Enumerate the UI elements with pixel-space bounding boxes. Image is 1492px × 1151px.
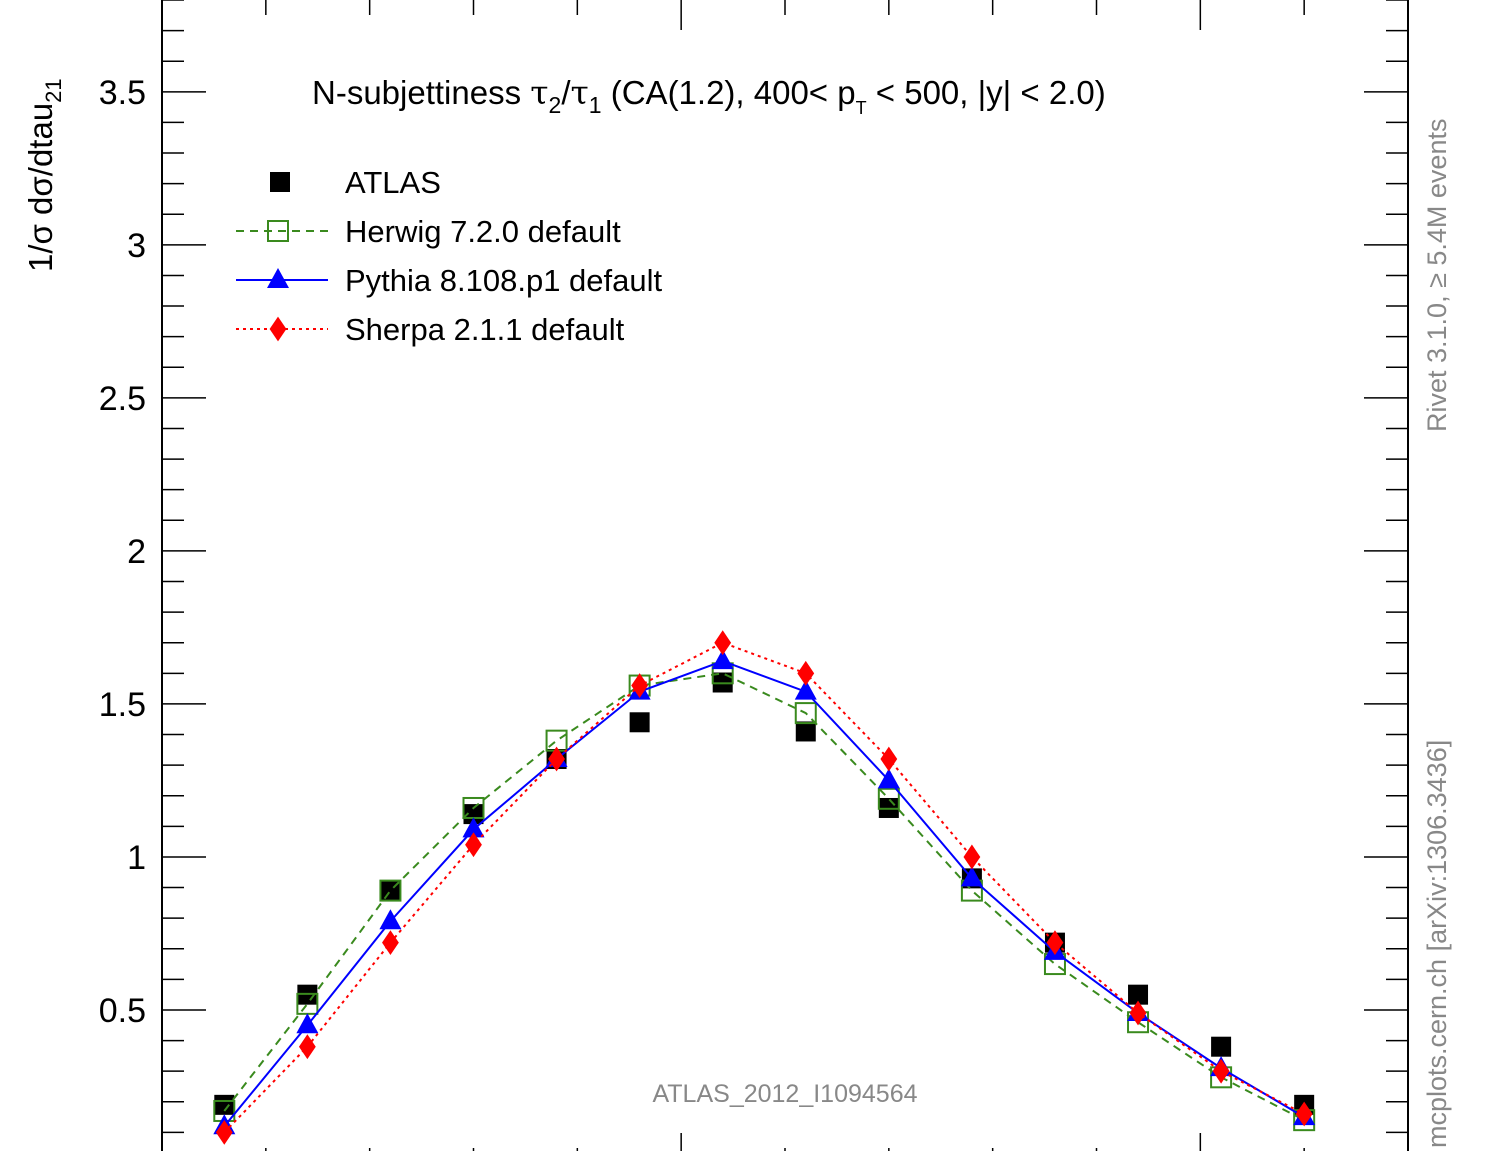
y-tick-label: 1.5 — [99, 686, 146, 724]
data-point — [548, 746, 565, 772]
analysis-id-label: ATLAS_2012_I1094564 — [652, 1080, 917, 1108]
title-prefix: N-subjettiness — [312, 74, 530, 111]
series-pythia-8-108-p1-default — [213, 649, 1316, 1135]
data-point — [465, 832, 482, 858]
y-tick-label: 3 — [127, 227, 146, 265]
data-point — [1129, 1000, 1147, 1026]
data-point — [215, 1119, 233, 1145]
series-sherpa-2-1-1-default — [215, 630, 1313, 1145]
series-atlas — [214, 672, 1315, 1115]
title-tau-1: τ — [571, 73, 589, 112]
data-point — [1295, 1101, 1313, 1127]
svg-text:1/σ dσ/dtau21: 1/σ dσ/dtau21 — [22, 78, 66, 272]
data-point — [382, 930, 399, 956]
axis-ticks — [161, 0, 1409, 1151]
legend-label: Pythia 8.108.p1 default — [345, 263, 663, 298]
series-line — [223, 660, 1305, 1127]
legend: ATLAS Herwig 7.2.0 default Pythia 8.108.p1… — [236, 165, 663, 347]
plot-frame — [161, 0, 1409, 1151]
legend-item: Pythia 8.108.p1 default — [236, 263, 663, 298]
data-point — [379, 909, 402, 930]
title-slash: / — [561, 74, 571, 111]
y-tick-label: 0.5 — [99, 992, 146, 1030]
legend-item: Sherpa 2.1.1 default — [236, 312, 625, 347]
source-label: mcplots.cern.ch [arXiv:1306.3436] — [1422, 740, 1452, 1148]
data-point — [963, 844, 981, 870]
data-point — [214, 1094, 235, 1115]
legend-marker — [269, 316, 287, 342]
data-point — [877, 768, 900, 789]
data-point — [711, 649, 734, 670]
data-point — [629, 712, 650, 733]
data-point — [960, 866, 983, 887]
data-point — [1046, 930, 1064, 956]
legend-label: Herwig 7.2.0 default — [345, 214, 621, 249]
y-axis-label-main: 1/σ dσ/dtau — [22, 103, 59, 272]
data-point — [797, 660, 815, 686]
data-point — [296, 1013, 319, 1034]
y-tick-label: 1 — [127, 839, 146, 877]
data-point — [1212, 1058, 1230, 1084]
y-tick-label: 0 — [127, 1145, 146, 1151]
y-tick-label: 2.5 — [99, 380, 146, 418]
legend-marker — [270, 172, 290, 192]
y-tick-labels: 0 0.5 1 1.5 2 2.5 3 3.5 — [99, 74, 146, 1151]
series-layer — [213, 630, 1316, 1145]
rivet-info-label: Rivet 3.1.0, ≥ 5.4M events — [1422, 119, 1452, 432]
data-point — [877, 787, 900, 810]
y-axis-label-sub: 21 — [41, 78, 66, 102]
data-point — [463, 804, 484, 825]
legend-marker — [267, 220, 289, 242]
series-herwig-7-2-0-default — [213, 662, 1316, 1132]
legend-item: ATLAS — [270, 165, 441, 200]
legend-marker — [267, 268, 289, 288]
data-point — [795, 721, 816, 742]
legend-label: ATLAS — [345, 165, 441, 200]
y-tick-label: 2 — [127, 533, 146, 571]
y-tick-label: 3.5 — [99, 74, 146, 112]
data-point — [1211, 1036, 1232, 1057]
title-tau-2: τ — [530, 73, 548, 112]
data-point — [794, 702, 817, 725]
data-point — [462, 817, 485, 838]
data-point — [1128, 984, 1149, 1005]
series-line — [223, 641, 1305, 1134]
y-axis-label: 1/σ dσ/dtau21 — [22, 78, 66, 272]
data-point — [714, 630, 732, 656]
title-mid: (CA(1.2), 400< p — [602, 74, 856, 111]
data-point — [794, 679, 817, 700]
chart-title: N-subjettiness τ2/τ1 (CA(1.2), 400< pT <… — [312, 73, 1106, 118]
title-sub-2: 2 — [549, 92, 562, 118]
series-line — [223, 672, 1305, 1122]
data-point — [880, 746, 898, 772]
data-point — [298, 1034, 316, 1060]
title-suffix: < 500, |y| < 2.0) — [867, 74, 1106, 111]
plot-border — [161, 0, 1409, 1151]
title-sub-1: 1 — [589, 92, 602, 118]
legend-item: Herwig 7.2.0 default — [236, 214, 621, 249]
title-sub-T: T — [856, 98, 867, 118]
data-point — [631, 673, 649, 698]
legend-label: Sherpa 2.1.1 default — [345, 312, 625, 347]
data-point — [379, 879, 402, 902]
